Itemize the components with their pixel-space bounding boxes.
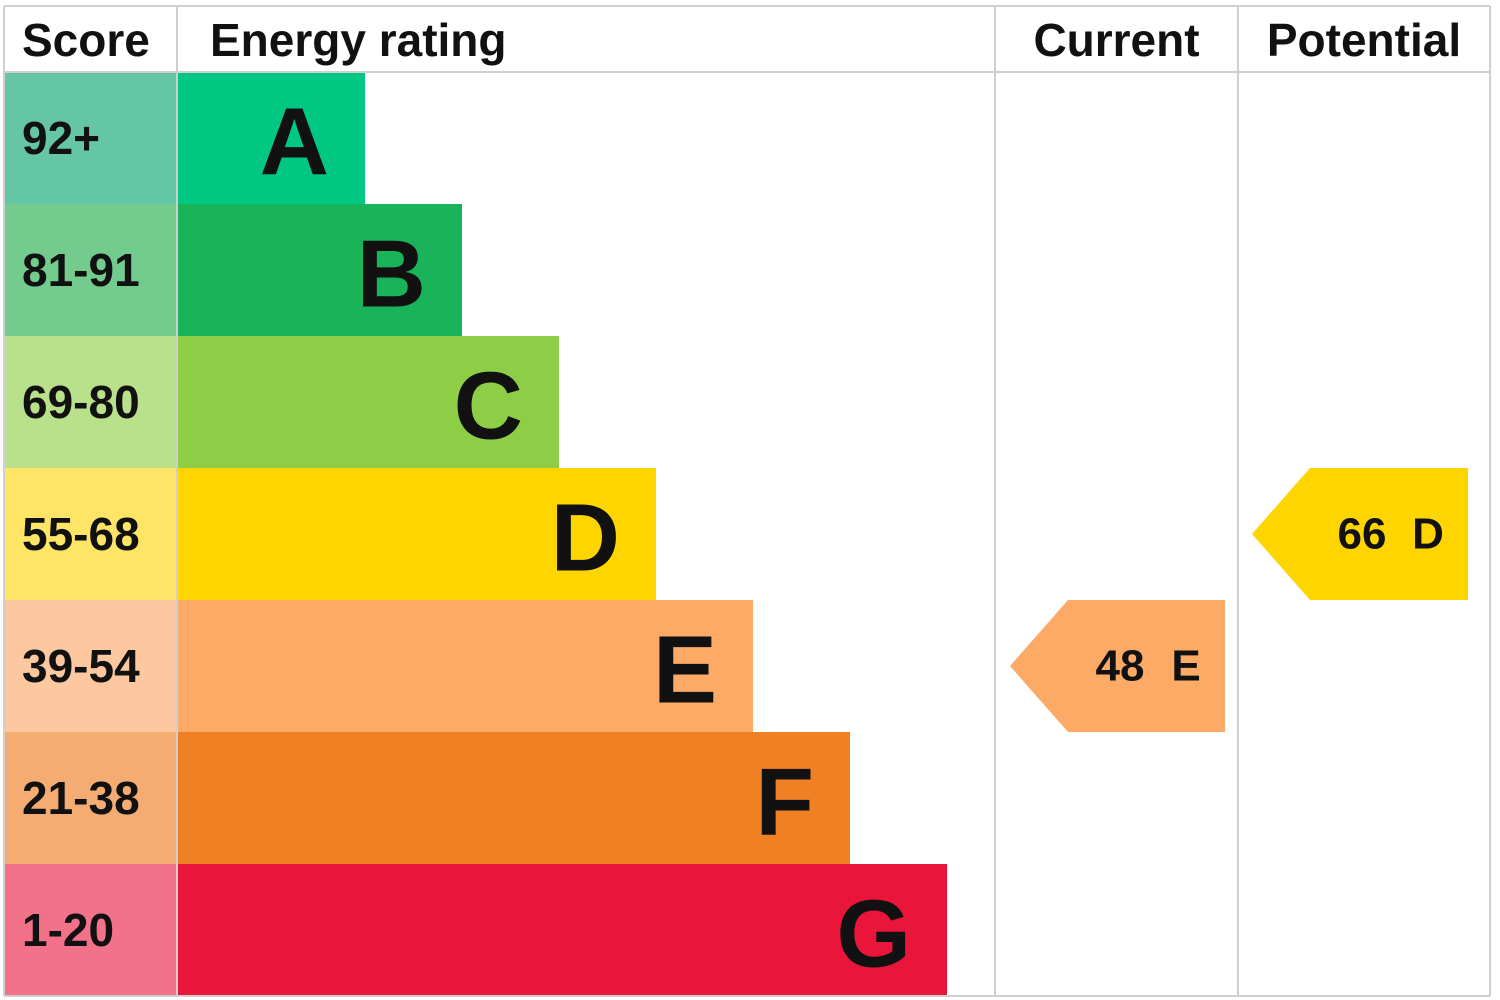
rating-bar: [177, 72, 365, 204]
score-cell: [4, 600, 177, 732]
score-cell: [4, 204, 177, 336]
current-arrow: [1010, 600, 1225, 732]
score-cell: [4, 864, 177, 996]
rating-bar: [177, 468, 656, 600]
rating-letter: C: [454, 353, 523, 460]
header-current: Current: [1033, 14, 1199, 66]
header-rating: Energy rating: [210, 14, 507, 66]
current-value: 48: [1096, 642, 1145, 691]
rating-bar: [177, 204, 462, 336]
score-label: 21-38: [22, 772, 140, 824]
potential-value: 66: [1338, 510, 1387, 559]
potential-arrow: [1252, 468, 1468, 600]
rating-bar: [177, 336, 559, 468]
header-potential: Potential: [1267, 14, 1461, 66]
score-label: 92+: [22, 112, 100, 164]
score-label: 55-68: [22, 508, 140, 560]
rating-letter: E: [653, 617, 717, 724]
score-label: 81-91: [22, 244, 140, 296]
rating-letter: G: [836, 881, 911, 988]
score-label: 69-80: [22, 376, 140, 428]
rating-letter: D: [551, 485, 620, 592]
score-cell: [4, 468, 177, 600]
score-label: 1-20: [22, 904, 114, 956]
current-rating: E: [1171, 642, 1200, 691]
rating-bar: [177, 600, 753, 732]
score-cell: [4, 732, 177, 864]
potential-rating: D: [1412, 510, 1444, 559]
header-score: Score: [22, 14, 150, 66]
score-label: 39-54: [22, 640, 140, 692]
rating-bar: [177, 732, 850, 864]
rating-letter: A: [260, 89, 329, 196]
rating-letter: F: [755, 749, 814, 856]
score-cell: [4, 336, 177, 468]
rating-letter: B: [357, 221, 426, 328]
score-cell: [4, 72, 177, 204]
rating-bar: [177, 864, 947, 996]
